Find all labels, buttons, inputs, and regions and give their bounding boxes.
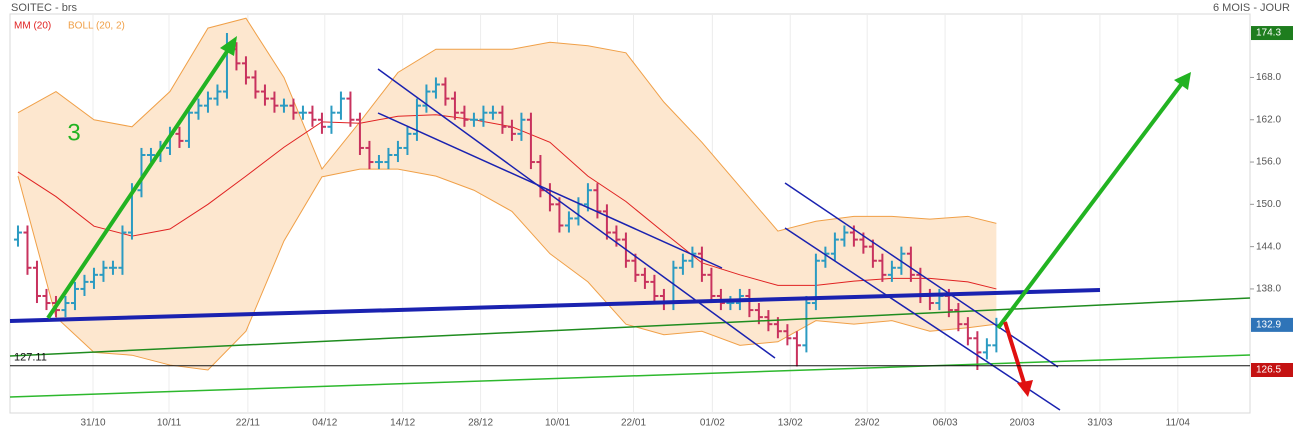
x-tick-label: 28/12 (468, 418, 493, 429)
x-tick-label: 22/01 (621, 418, 646, 429)
y-tick-label: 144.0 (1256, 241, 1281, 252)
x-tick-label: 10/01 (545, 418, 570, 429)
y-tick-label: 162.0 (1256, 114, 1281, 125)
band-fill (17, 18, 997, 370)
price-marker (1251, 317, 1293, 332)
x-tick-label: 31/10 (81, 418, 106, 429)
reference-label: 127.11 (14, 352, 47, 364)
x-tick-label: 01/02 (700, 418, 725, 429)
x-tick-label: 14/12 (390, 418, 415, 429)
annotation: 3 (67, 119, 80, 146)
x-tick-label: 13/02 (778, 418, 803, 429)
price-marker (1251, 362, 1293, 377)
x-tick-label: 22/11 (236, 418, 261, 429)
price-marker-label: 126.5 (1256, 365, 1281, 376)
x-tick-label: 10/11 (157, 418, 182, 429)
arrow (1003, 321, 1027, 387)
legend-entry: MM (20) (14, 21, 51, 32)
chart-subtitle: 6 MOIS - JOUR (1213, 2, 1290, 14)
x-tick-label: 04/12 (312, 418, 337, 429)
band-lower (17, 168, 997, 371)
price-marker (1251, 26, 1293, 41)
trend-line (9, 354, 1251, 398)
y-tick-label: 138.0 (1256, 284, 1281, 295)
chart-title: SOITEC - brs (11, 2, 78, 14)
legend-entry: BOLL (20, 2) (68, 21, 125, 32)
channel-line (377, 112, 723, 269)
arrow-head (220, 36, 237, 56)
arrow-head (1017, 380, 1033, 397)
price-bars (13, 33, 1001, 370)
channel-line (377, 68, 776, 359)
x-tick-label: 06/03 (933, 418, 958, 429)
x-tick-label: 23/02 (855, 418, 880, 429)
band-upper (17, 17, 997, 232)
y-tick-label: 156.0 (1256, 157, 1281, 168)
price-marker-label: 132.9 (1256, 320, 1281, 331)
channel-line (784, 227, 1061, 411)
price-marker-label: 174.3 (1256, 28, 1281, 39)
channel-line (784, 182, 1059, 368)
trend-drawings (9, 36, 1251, 411)
y-tick-label: 150.0 (1256, 199, 1281, 210)
arrow-head (1174, 72, 1191, 90)
x-tick-label: 11/04 (1166, 418, 1191, 429)
support-line (9, 288, 1101, 323)
arrow (996, 80, 1185, 330)
indicators (17, 17, 997, 371)
x-tick-label: 31/03 (1087, 418, 1112, 429)
arrow (46, 45, 232, 320)
x-tick-label: 20/03 (1010, 418, 1035, 429)
y-tick-label: 168.0 (1256, 72, 1281, 83)
trend-line (9, 297, 1251, 357)
